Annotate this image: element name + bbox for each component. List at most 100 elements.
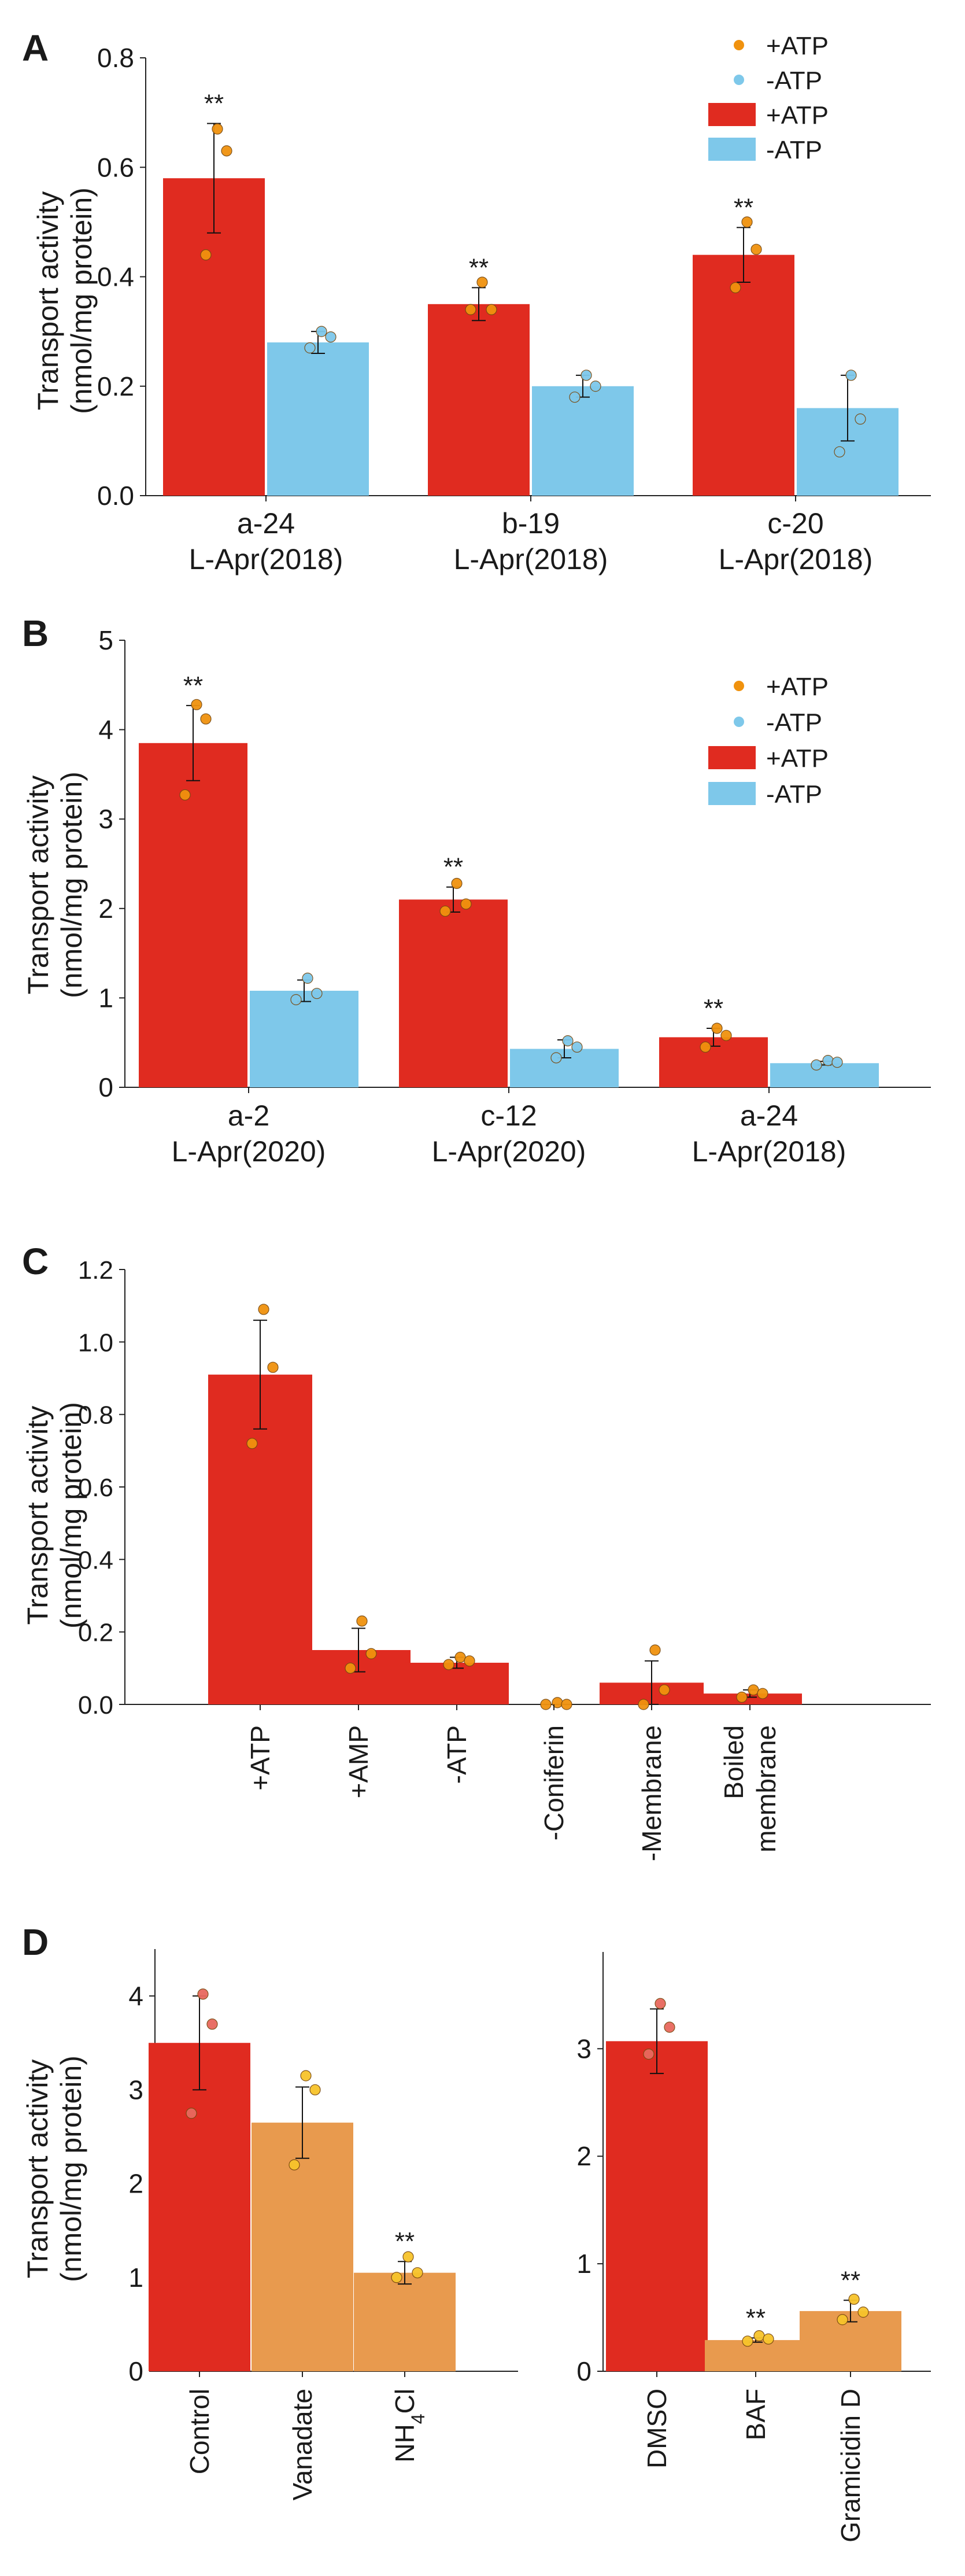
- y-tick-label: 1.2: [78, 1256, 113, 1285]
- legend-swatch-atp-plus: [708, 746, 756, 769]
- bar-orange: [354, 2272, 456, 2371]
- x-tick-label: L-Apr(2018): [692, 1135, 846, 1168]
- bar-red: [139, 743, 247, 1087]
- data-point: [179, 789, 191, 801]
- x-tick-label: a-24: [740, 1099, 798, 1132]
- significance-label: **: [841, 2266, 860, 2294]
- data-point: [581, 370, 592, 381]
- data-point: [655, 1998, 666, 2009]
- x-tick-label: L-Apr(2020): [172, 1135, 326, 1168]
- bar-red: [606, 2041, 708, 2371]
- data-point: [200, 249, 212, 261]
- y-tick-label: 0.4: [97, 262, 134, 292]
- data-point: [831, 1057, 843, 1068]
- bar-orange: [252, 2123, 353, 2371]
- panel-c-ylabel: Transport activity (nmol/mg protein): [21, 1402, 87, 1629]
- y-tick-label: 2: [128, 2169, 143, 2199]
- y-tick-label: 1: [98, 983, 113, 1013]
- data-point: [304, 342, 316, 354]
- data-point: [736, 1691, 748, 1703]
- data-point: [345, 1662, 356, 1674]
- significance-label: **: [746, 2304, 766, 2332]
- data-point: [246, 1438, 258, 1449]
- y-tick-label: 0: [98, 1072, 113, 1102]
- significance-label: **: [469, 253, 489, 282]
- data-point: [460, 898, 472, 910]
- x-tick-label: b-19: [502, 507, 560, 540]
- data-point: [742, 2335, 753, 2347]
- bar-red: [208, 1374, 312, 1704]
- data-point: [476, 276, 488, 288]
- bar-red: [698, 1693, 802, 1704]
- data-point: [200, 713, 212, 725]
- data-point: [302, 972, 313, 984]
- data-point: [309, 2084, 321, 2095]
- x-tick-label: Vanadate: [287, 2389, 317, 2501]
- y-tick-label: 1: [128, 2263, 143, 2293]
- data-point: [412, 2267, 423, 2279]
- data-point: [206, 2018, 218, 2030]
- legend-label: +ATP: [766, 101, 829, 130]
- x-tick-label: BAF: [741, 2389, 771, 2440]
- bar-blue: [250, 991, 358, 1087]
- y-tick-label: 0.0: [97, 481, 134, 511]
- data-point: [316, 326, 327, 337]
- ylabel-line2: (nmol/mg protein): [56, 772, 88, 998]
- bar-red: [399, 899, 508, 1087]
- y-tick-label: 0.8: [78, 1401, 113, 1430]
- bar-red: [428, 304, 530, 496]
- data-point: [221, 145, 232, 157]
- bar-red: [149, 2043, 250, 2371]
- panel-letter-b: B: [22, 612, 49, 654]
- x-tick-label: +AMP: [343, 1725, 374, 1799]
- panel-letter-c: C: [22, 1241, 49, 1282]
- bar-blue: [532, 386, 634, 496]
- data-point: [439, 905, 451, 917]
- ylabel-line2: (nmol/mg protein): [55, 1402, 87, 1629]
- bar-red: [693, 254, 794, 496]
- ylabel-line1: Transport activity: [21, 1406, 54, 1625]
- y-tick-label: 0.2: [78, 1619, 113, 1647]
- legend-swatch-atp-plus: [708, 103, 756, 126]
- data-point: [451, 877, 463, 890]
- bar-blue: [267, 342, 369, 496]
- data-point: [845, 370, 857, 381]
- y-tick-label: 4: [128, 1981, 143, 2011]
- x-tick-label: Gramicidin D: [835, 2389, 866, 2542]
- data-point: [741, 216, 753, 228]
- data-point: [258, 1304, 269, 1315]
- y-tick-label: 0.8: [97, 43, 134, 73]
- data-point: [212, 123, 223, 135]
- bar-red: [405, 1662, 509, 1704]
- chart-panel-c: 0.0 0.2 0.4 0.6 0.8 1.0 1.2 +ATP +AMP -ATP -Conife…: [78, 1256, 931, 1861]
- legend-panel-a: +ATP -ATP +ATP -ATP: [708, 32, 829, 164]
- x-tick-label: -Coniferin: [539, 1725, 569, 1840]
- legend-swatch-atp-minus: [708, 138, 756, 161]
- legend-label: -ATP: [766, 136, 822, 164]
- significance-label: **: [395, 2227, 415, 2256]
- x-tick-label: L-Apr(2018): [719, 543, 873, 575]
- data-point: [562, 1035, 574, 1047]
- data-point: [464, 1655, 475, 1667]
- legend-dot-atp-minus: [734, 717, 744, 727]
- data-point: [290, 994, 302, 1006]
- legend-dot-atp-minus: [734, 75, 744, 85]
- y-tick-label: 0.4: [78, 1546, 113, 1574]
- y-tick-label: 0: [128, 2356, 143, 2386]
- data-point: [659, 1684, 670, 1696]
- data-point: [561, 1699, 572, 1710]
- data-point: [700, 1041, 711, 1053]
- chart-panel-d-left: 0 1 2 3 4 Control Vanadate ** NH4Cl: [128, 1949, 518, 2501]
- data-point: [365, 1648, 377, 1659]
- y-tick-label: 1: [576, 2249, 591, 2279]
- y-tick-label: 5: [98, 625, 113, 655]
- significance-label: **: [204, 90, 224, 118]
- ylabel-line1: Transport activity: [21, 2060, 54, 2279]
- significance-label: **: [704, 994, 723, 1023]
- data-point: [486, 304, 497, 315]
- legend-label: -ATP: [766, 708, 822, 737]
- legend-dot-atp-plus: [734, 40, 744, 50]
- x-tick-label: membrane: [751, 1725, 781, 1852]
- data-point: [454, 1651, 466, 1663]
- y-tick-label: 0.2: [97, 371, 134, 401]
